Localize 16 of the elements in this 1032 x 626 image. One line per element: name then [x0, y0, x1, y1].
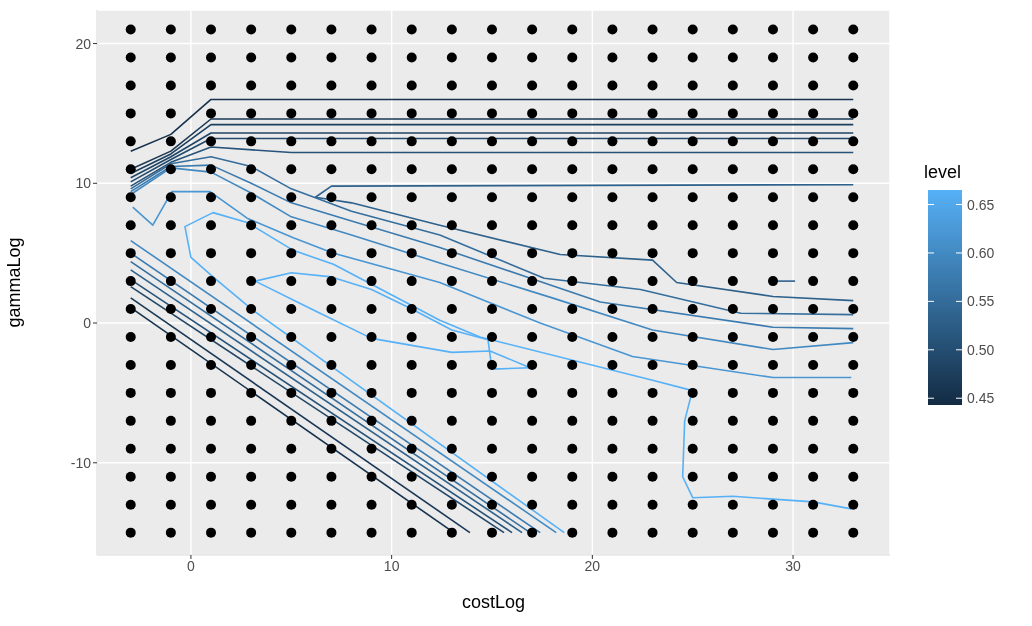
color-bar-label: 0.50	[967, 341, 995, 358]
y-tick-label: -10	[70, 454, 92, 471]
x-tick-label: 30	[785, 557, 802, 574]
color-bar-label: 0.45	[967, 390, 995, 407]
y-axis-title: gammaLog	[4, 237, 25, 328]
y-tick-label: 0	[83, 315, 92, 331]
x-tick-label: 10	[383, 557, 400, 574]
color-bar-label: 0.60	[967, 244, 995, 261]
y-tick-label: 20	[75, 35, 92, 52]
y-tick-label: 10	[75, 175, 92, 192]
color-bar-label: 0.65	[967, 196, 995, 213]
x-tick-label: 0	[187, 557, 196, 574]
color-bar-label: 0.55	[967, 293, 995, 310]
x-axis-title: costLog	[461, 592, 526, 612]
x-tick-label: 20	[584, 557, 601, 574]
color-bar-title: level	[924, 162, 962, 182]
